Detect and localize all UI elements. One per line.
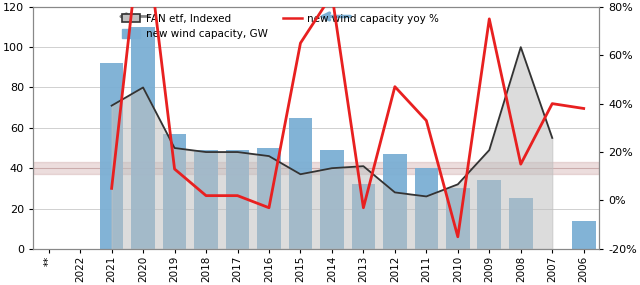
Bar: [226, 150, 250, 249]
Bar: [446, 188, 470, 249]
Bar: [540, 249, 564, 269]
Legend: FAN etf, Indexed, new wind capacity, GW, new wind capacity yoy %: FAN etf, Indexed, new wind capacity, GW,…: [118, 10, 443, 43]
Bar: [194, 150, 218, 249]
Bar: [33, 162, 600, 174]
Bar: [320, 150, 344, 249]
Bar: [477, 180, 501, 249]
Bar: [509, 198, 532, 249]
Bar: [289, 118, 312, 249]
Bar: [572, 221, 595, 249]
Bar: [131, 27, 155, 249]
Bar: [383, 154, 406, 249]
Bar: [257, 148, 281, 249]
Bar: [100, 63, 124, 249]
Bar: [351, 184, 375, 249]
Bar: [163, 134, 186, 249]
Bar: [415, 168, 438, 249]
